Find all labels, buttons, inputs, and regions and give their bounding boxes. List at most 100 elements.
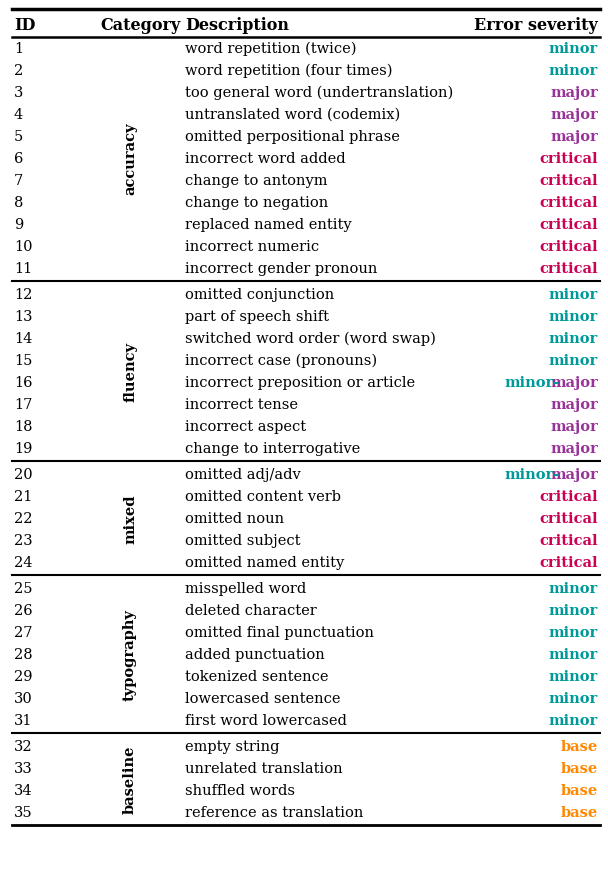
Text: critical: critical: [539, 512, 598, 526]
Text: base: base: [561, 783, 598, 797]
Text: 22: 22: [14, 512, 32, 526]
Text: incorrect preposition or article: incorrect preposition or article: [185, 375, 415, 389]
Text: empty string: empty string: [185, 740, 280, 753]
Text: major: major: [550, 397, 598, 412]
Text: minor-: minor-: [505, 375, 560, 389]
Text: word repetition (four times): word repetition (four times): [185, 63, 393, 78]
Text: 12: 12: [14, 288, 32, 302]
Text: 34: 34: [14, 783, 33, 797]
Text: added punctuation: added punctuation: [185, 647, 325, 661]
Text: critical: critical: [539, 196, 598, 209]
Text: incorrect aspect: incorrect aspect: [185, 420, 306, 434]
Text: minor: minor: [549, 603, 598, 617]
Text: 29: 29: [14, 669, 32, 683]
Text: minor: minor: [549, 669, 598, 683]
Text: unrelated translation: unrelated translation: [185, 761, 343, 775]
Text: omitted perpositional phrase: omitted perpositional phrase: [185, 129, 400, 144]
Text: minor: minor: [549, 309, 598, 323]
Text: minor: minor: [549, 691, 598, 705]
Text: 3: 3: [14, 86, 23, 100]
Text: 24: 24: [14, 555, 32, 569]
Text: omitted content verb: omitted content verb: [185, 489, 341, 503]
Text: minor: minor: [549, 42, 598, 56]
Text: mixed: mixed: [123, 494, 137, 543]
Text: 9: 9: [14, 218, 23, 232]
Text: 25: 25: [14, 581, 32, 595]
Text: critical: critical: [539, 262, 598, 275]
Text: critical: critical: [539, 174, 598, 188]
Text: fluency: fluency: [123, 342, 137, 401]
Text: Error severity: Error severity: [474, 17, 598, 34]
Text: 13: 13: [14, 309, 32, 323]
Text: major: major: [550, 441, 598, 455]
Text: 15: 15: [14, 354, 32, 368]
Text: major: major: [550, 108, 598, 122]
Text: shuffled words: shuffled words: [185, 783, 295, 797]
Text: 4: 4: [14, 108, 23, 122]
Text: Description: Description: [185, 17, 289, 34]
Text: incorrect numeric: incorrect numeric: [185, 240, 319, 254]
Text: first word lowercased: first word lowercased: [185, 713, 347, 727]
Text: change to interrogative: change to interrogative: [185, 441, 361, 455]
Text: tokenized sentence: tokenized sentence: [185, 669, 328, 683]
Text: critical: critical: [539, 152, 598, 166]
Text: minor: minor: [549, 332, 598, 346]
Text: critical: critical: [539, 240, 598, 254]
Text: 8: 8: [14, 196, 23, 209]
Text: major: major: [550, 468, 598, 481]
Text: incorrect word added: incorrect word added: [185, 152, 345, 166]
Text: 18: 18: [14, 420, 32, 434]
Text: typography: typography: [123, 608, 137, 700]
Text: critical: critical: [539, 489, 598, 503]
Text: minor: minor: [549, 354, 598, 368]
Text: omitted noun: omitted noun: [185, 512, 284, 526]
Text: base: base: [561, 740, 598, 753]
Text: 30: 30: [14, 691, 33, 705]
Text: major: major: [550, 375, 598, 389]
Text: deleted character: deleted character: [185, 603, 317, 617]
Text: switched word order (word swap): switched word order (word swap): [185, 331, 436, 346]
Text: misspelled word: misspelled word: [185, 581, 306, 595]
Text: 1: 1: [14, 42, 23, 56]
Text: Category: Category: [100, 17, 180, 34]
Text: untranslated word (codemix): untranslated word (codemix): [185, 108, 400, 122]
Text: base: base: [561, 761, 598, 775]
Text: 17: 17: [14, 397, 32, 412]
Text: minor: minor: [549, 64, 598, 78]
Text: incorrect case (pronouns): incorrect case (pronouns): [185, 354, 377, 368]
Text: accuracy: accuracy: [123, 123, 137, 195]
Text: baseline: baseline: [123, 745, 137, 813]
Text: omitted subject: omitted subject: [185, 534, 300, 547]
Text: too general word (undertranslation): too general word (undertranslation): [185, 86, 453, 100]
Text: 21: 21: [14, 489, 32, 503]
Text: critical: critical: [539, 218, 598, 232]
Text: 16: 16: [14, 375, 32, 389]
Text: incorrect tense: incorrect tense: [185, 397, 298, 412]
Text: 6: 6: [14, 152, 23, 166]
Text: 23: 23: [14, 534, 33, 547]
Text: 33: 33: [14, 761, 33, 775]
Text: 7: 7: [14, 174, 23, 188]
Text: 28: 28: [14, 647, 33, 661]
Text: 14: 14: [14, 332, 32, 346]
Text: omitted named entity: omitted named entity: [185, 555, 344, 569]
Text: 11: 11: [14, 262, 32, 275]
Text: major: major: [550, 86, 598, 100]
Text: 35: 35: [14, 805, 33, 819]
Text: part of speech shift: part of speech shift: [185, 309, 329, 323]
Text: incorrect gender pronoun: incorrect gender pronoun: [185, 262, 378, 275]
Text: major: major: [550, 420, 598, 434]
Text: minor: minor: [549, 581, 598, 595]
Text: minor: minor: [549, 647, 598, 661]
Text: reference as translation: reference as translation: [185, 805, 364, 819]
Text: 31: 31: [14, 713, 32, 727]
Text: word repetition (twice): word repetition (twice): [185, 42, 356, 56]
Text: minor: minor: [549, 288, 598, 302]
Text: 2: 2: [14, 64, 23, 78]
Text: 5: 5: [14, 129, 23, 144]
Text: replaced named entity: replaced named entity: [185, 218, 351, 232]
Text: omitted final punctuation: omitted final punctuation: [185, 626, 374, 640]
Text: 10: 10: [14, 240, 32, 254]
Text: base: base: [561, 805, 598, 819]
Text: 32: 32: [14, 740, 33, 753]
